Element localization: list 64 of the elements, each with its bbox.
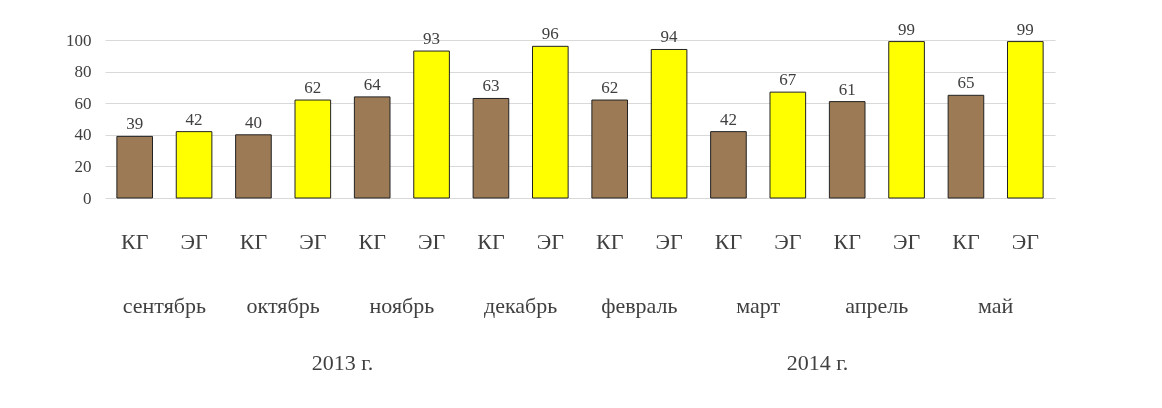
data-label: 63 (482, 76, 500, 96)
x-tick-label: ЭГ (1011, 229, 1040, 254)
data-label: 99 (1016, 19, 1034, 39)
y-tick-label: 20 (74, 156, 92, 176)
data-label: 67 (779, 70, 797, 90)
data-label: 96 (541, 24, 559, 44)
x-tick-label: КГ (595, 229, 624, 254)
text: декабрь (483, 293, 558, 318)
bar (650, 48, 688, 199)
text: сентябрь (122, 293, 206, 318)
bar (116, 135, 153, 199)
data-label: 61 (838, 79, 856, 99)
x-tick-label: ЭГ (536, 229, 565, 254)
text: ноябрь (369, 293, 435, 318)
text: апрель (845, 293, 909, 318)
x-tick-label: ЭГ (417, 229, 446, 254)
data-label: 42 (719, 109, 737, 129)
x-tick-label: ЭГ (180, 229, 208, 254)
data-label: 93 (423, 29, 441, 49)
x-tick-label: КГ (714, 229, 743, 254)
y-tick-label: 0 (83, 188, 92, 208)
x-tick-label: КГ (833, 229, 862, 254)
y-tick-label: 40 (74, 125, 92, 145)
x-tick-label: ЭГ (774, 229, 802, 254)
data-label: 65 (957, 73, 975, 93)
bar (353, 96, 391, 199)
bar (769, 91, 807, 199)
data-label: 99 (898, 19, 916, 39)
x-tick-label: КГ (358, 229, 387, 254)
bar (591, 99, 628, 199)
bar (828, 101, 866, 199)
text: октябрь (246, 293, 320, 318)
x-tick-label: КГ (239, 229, 268, 254)
y-tick-label: 100 (66, 30, 92, 50)
text: 2014 г. (786, 350, 849, 375)
data-label: 62 (304, 78, 322, 98)
x-tick-label: ЭГ (299, 229, 327, 254)
bar (472, 97, 510, 199)
y-tick-label: 60 (74, 93, 92, 113)
bar (235, 134, 272, 199)
x-tick-label: КГ (120, 229, 149, 254)
data-label: 40 (244, 112, 262, 132)
bar (294, 99, 332, 199)
x-tick-label: КГ (477, 229, 505, 254)
x-tick-label: ЭГ (655, 229, 683, 254)
x-tick-label: КГ (952, 229, 980, 254)
x-tick-label: ЭГ (892, 229, 921, 254)
bar (1007, 41, 1044, 199)
bar (947, 94, 985, 199)
data-label: 64 (363, 74, 382, 94)
bar (175, 131, 213, 199)
text: май (977, 293, 1014, 318)
data-label: 42 (185, 109, 203, 129)
y-tick-label: 80 (74, 62, 92, 82)
bar (413, 50, 450, 199)
data-label: 39 (126, 114, 144, 134)
data-label: 62 (601, 78, 619, 98)
text: февраль (601, 293, 678, 318)
bar (710, 131, 747, 199)
bar (532, 45, 569, 199)
text: март (736, 293, 781, 318)
data-label: 94 (660, 27, 679, 47)
bar (888, 41, 925, 199)
text: 2013 г. (311, 350, 374, 375)
